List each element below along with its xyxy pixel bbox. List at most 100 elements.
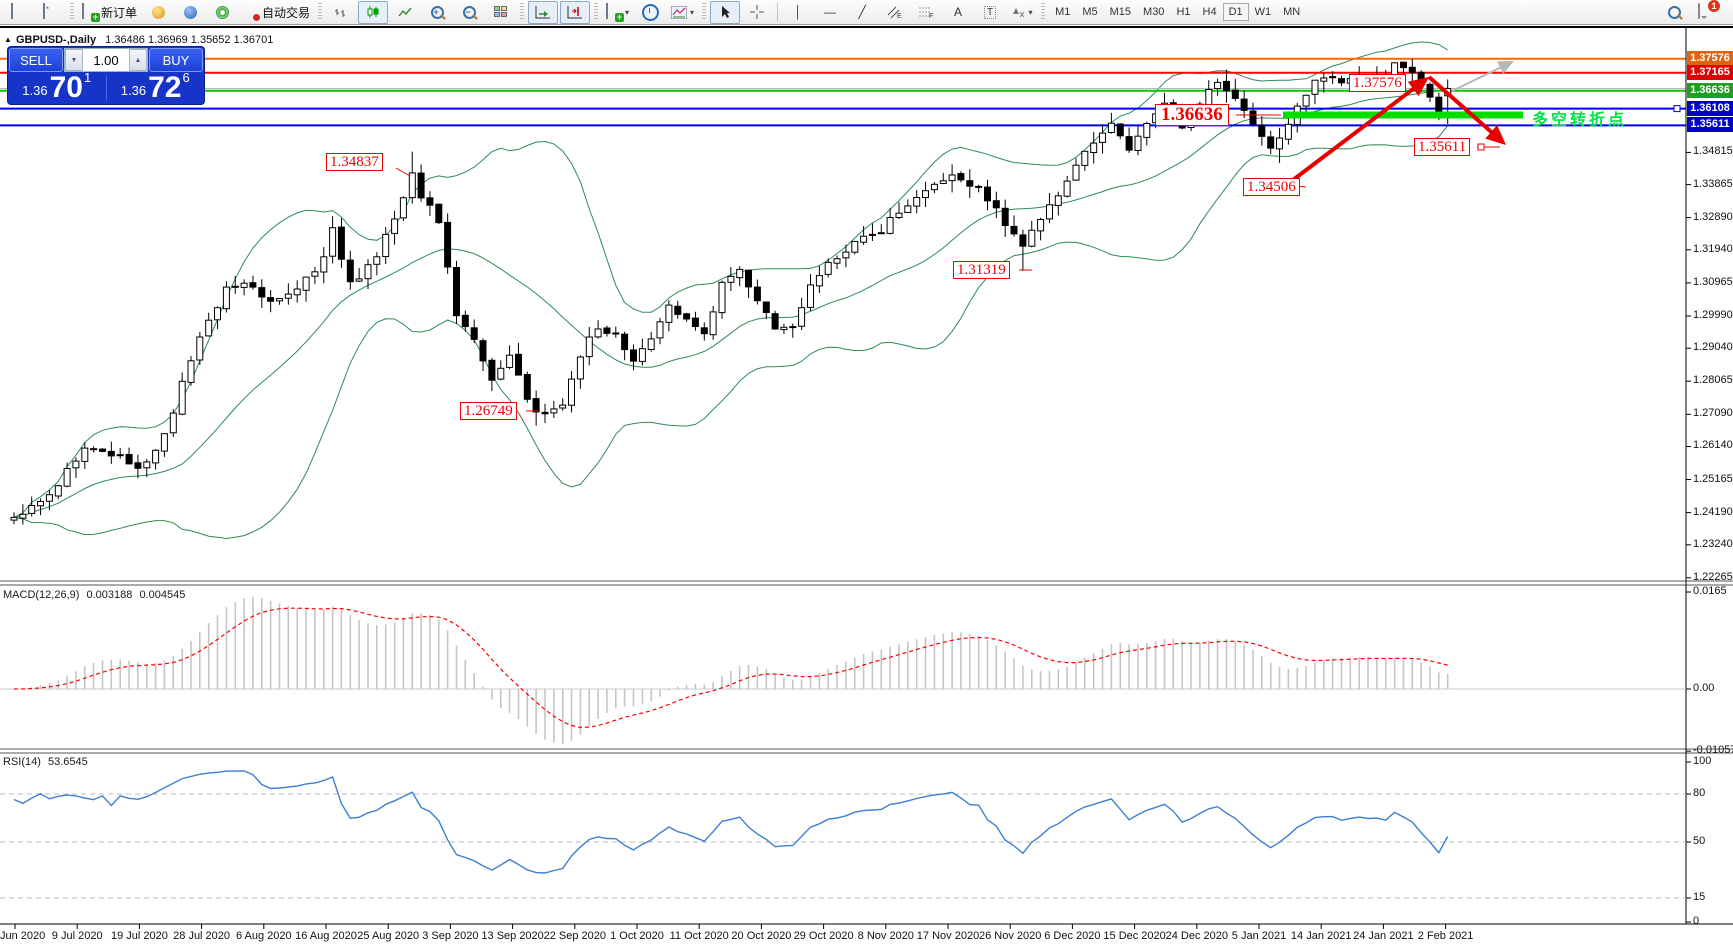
- date-axis-label[interactable]: 2 Feb 2021: [1417, 930, 1474, 942]
- price-axis-badge[interactable]: 1.37576: [1687, 50, 1733, 66]
- new-chart-button[interactable]: [4, 1, 34, 24]
- timeframe-M30[interactable]: M30: [1143, 6, 1165, 18]
- arrows-button[interactable]: ▾: [1007, 1, 1037, 24]
- candle-body-bull: [1072, 164, 1080, 181]
- volume-increase-button[interactable]: ▲: [129, 49, 147, 71]
- sell-button[interactable]: SELL: [9, 48, 63, 72]
- price-axis-badge[interactable]: 1.36636: [1687, 82, 1733, 98]
- candle-body-bull: [895, 212, 903, 218]
- sell-price[interactable]: 1.36 70 1: [8, 70, 106, 103]
- price-annotation-box[interactable]: 1.35611: [1414, 138, 1471, 156]
- timeframe-M5[interactable]: M5: [1082, 6, 1098, 18]
- price-axis-badge[interactable]: 1.37165: [1687, 64, 1733, 80]
- price-annotation-box[interactable]: 1.36636: [1155, 104, 1229, 126]
- buy-button[interactable]: BUY: [149, 48, 203, 72]
- buy-price[interactable]: 1.36 72 6: [107, 70, 205, 103]
- date-axis-label[interactable]: 24 Dec 2020: [1165, 930, 1228, 942]
- zoom-in-button[interactable]: +: [422, 1, 452, 24]
- candlestick-chart-button[interactable]: [358, 0, 389, 24]
- timeframe-W1[interactable]: W1: [1254, 6, 1272, 18]
- date-axis-label[interactable]: 17 Nov 2020: [916, 930, 980, 942]
- date-axis-label[interactable]: 5 Jan 2021: [1231, 930, 1287, 942]
- alerts-button[interactable]: [143, 1, 173, 24]
- price-axis-badge[interactable]: 1.35611: [1687, 117, 1733, 133]
- trendline-button[interactable]: ╱: [847, 1, 877, 24]
- candle-body-bull: [789, 326, 797, 329]
- search-button[interactable]: [1659, 1, 1689, 24]
- timeframe-H4[interactable]: H4: [1202, 6, 1217, 18]
- price-annotation-box[interactable]: 1.37576: [1349, 74, 1406, 92]
- templates-button[interactable]: ▾: [667, 1, 698, 24]
- chart-canvas[interactable]: [0, 28, 1733, 948]
- downtrend-arrow[interactable]: [1427, 75, 1501, 141]
- profiles-button[interactable]: ◔: [36, 1, 66, 24]
- candle-body-bull: [187, 360, 195, 383]
- date-axis-label[interactable]: 13 Sep 2020: [481, 930, 544, 942]
- volume-decrease-button[interactable]: ▼: [65, 49, 83, 71]
- price-annotation-box[interactable]: 1.34506: [1243, 178, 1300, 196]
- community-chat-button[interactable]: 1: [1691, 0, 1721, 24]
- autotrading-button[interactable]: 自动交易: [239, 1, 314, 24]
- candle-body-bull: [1099, 132, 1106, 143]
- chart-shift-button[interactable]: [560, 0, 591, 24]
- cursor-button[interactable]: [710, 0, 741, 24]
- timeframe-D1[interactable]: D1: [1222, 3, 1249, 21]
- price-annotation-box[interactable]: 1.34837: [326, 153, 383, 171]
- date-axis-label[interactable]: 28 Jul 2020: [173, 930, 231, 942]
- date-axis-label[interactable]: 26 Nov 2020: [978, 930, 1042, 942]
- timeframe-H1[interactable]: H1: [1176, 6, 1191, 18]
- chinese-note-text[interactable]: 多空转折点: [1532, 112, 1628, 129]
- line-endpoint-marker[interactable]: [1673, 105, 1681, 113]
- gray-trend-arrow[interactable]: [1451, 63, 1509, 92]
- buy-price-base: 1.36: [120, 83, 147, 98]
- text-tool-button[interactable]: A: [943, 1, 973, 24]
- tile-windows-button[interactable]: [486, 1, 516, 24]
- candle-body-bear: [541, 411, 549, 415]
- price-annotation-box[interactable]: 1.31319: [953, 261, 1010, 279]
- period-clock-button[interactable]: [635, 1, 665, 24]
- candle-body-bear: [1010, 225, 1018, 235]
- date-axis-label[interactable]: 3 Sep 2020: [422, 930, 479, 942]
- date-axis-label[interactable]: 20 Oct 2020: [731, 930, 792, 942]
- timeframe-M15[interactable]: M15: [1109, 6, 1132, 18]
- expert-advisors-button[interactable]: [175, 1, 205, 24]
- volume-value[interactable]: 1.00: [93, 52, 119, 68]
- horizontal-line-button[interactable]: —: [815, 1, 845, 24]
- date-axis-label[interactable]: 15 Dec 2020: [1103, 930, 1166, 942]
- price-annotation-box[interactable]: 1.26749: [460, 402, 517, 420]
- date-axis-label[interactable]: 1 Oct 2020: [610, 930, 664, 942]
- date-axis-label[interactable]: 8 Nov 2020: [857, 930, 914, 942]
- collapse-panel-arrow-icon[interactable]: ▲: [4, 35, 12, 44]
- line-chart-button[interactable]: [390, 1, 420, 24]
- channel-button[interactable]: E: [879, 1, 909, 24]
- date-axis-label[interactable]: 22 Sep 2020: [543, 930, 606, 942]
- uptrend-arrow[interactable]: [1283, 80, 1424, 188]
- date-axis-label[interactable]: 6 Aug 2020: [235, 930, 292, 942]
- bar-chart-button[interactable]: [326, 1, 356, 24]
- zoom-out-button[interactable]: −: [454, 1, 484, 24]
- date-axis-label[interactable]: 11 Oct 2020: [669, 930, 729, 942]
- trendline-icon: ╱: [858, 5, 866, 19]
- text-label-button[interactable]: T: [975, 1, 1005, 24]
- new-order-button[interactable]: + 新订单: [78, 1, 141, 24]
- date-axis-label[interactable]: 16 Aug 2020: [295, 930, 357, 942]
- vertical-line-button[interactable]: │: [783, 1, 813, 24]
- crosshair-button[interactable]: [742, 1, 772, 24]
- timeframe-MN[interactable]: MN: [1283, 6, 1301, 18]
- fibonacci-button[interactable]: F: [911, 1, 941, 24]
- date-axis-label[interactable]: 6 Dec 2020: [1044, 930, 1101, 942]
- price-axis-badge[interactable]: 1.36108: [1687, 100, 1733, 116]
- date-axis-label[interactable]: 25 Aug 2020: [357, 930, 420, 942]
- date-axis-label[interactable]: 24 Jan 2021: [1353, 930, 1414, 942]
- auto-scroll-button[interactable]: [528, 0, 559, 24]
- candle-body-bear: [90, 448, 98, 451]
- add-indicator-button[interactable]: + ▾: [602, 1, 633, 24]
- date-axis-label[interactable]: 14 Jan 2021: [1290, 930, 1352, 942]
- signals-button[interactable]: [207, 1, 237, 24]
- label-anchor-square[interactable]: [1477, 143, 1485, 151]
- date-axis-label[interactable]: 9 Jul 2020: [51, 930, 103, 942]
- timeframe-M1[interactable]: M1: [1055, 6, 1071, 18]
- date-axis-label[interactable]: 29 Oct 2020: [793, 930, 854, 942]
- date-axis-label[interactable]: 30 Jun 2020: [0, 930, 46, 942]
- date-axis-label[interactable]: 19 Jul 2020: [110, 930, 168, 942]
